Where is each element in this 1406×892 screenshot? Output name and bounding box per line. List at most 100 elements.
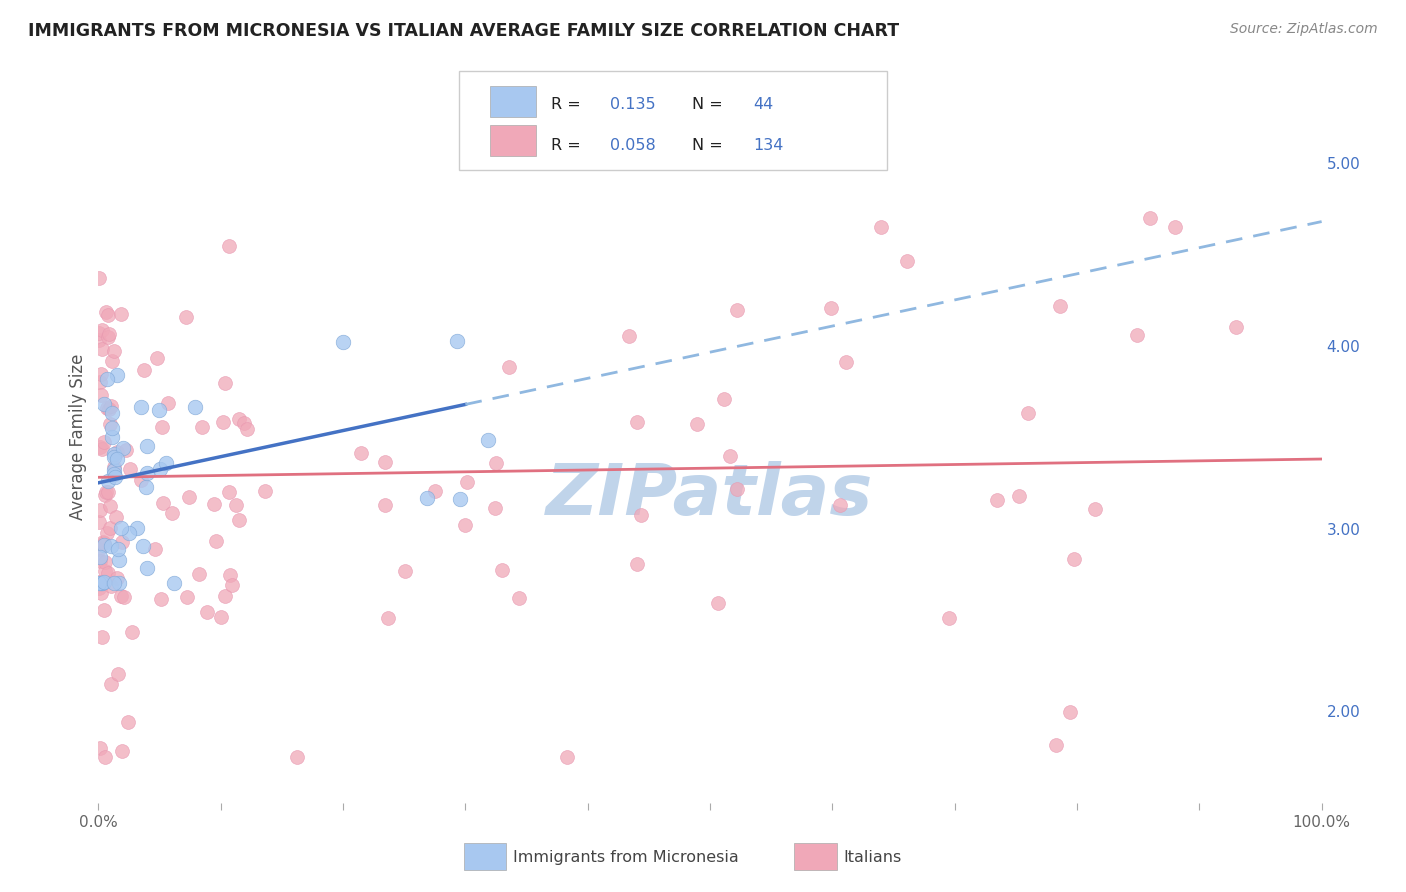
Point (93, 564, 115, 578)
Point (94, 305, 117, 319)
Point (97, 401, 120, 416)
Point (90, 367, 112, 381)
Point (1126, 328, 1149, 343)
Text: IMMIGRANTS FROM MICRONESIA VS ITALIAN AVERAGE FAMILY SIZE CORRELATION CHART: IMMIGRANTS FROM MICRONESIA VS ITALIAN AV… (28, 22, 900, 40)
Point (205, 533, 228, 548)
Point (97, 566, 120, 580)
Point (211, 415, 233, 429)
Point (332, 334, 354, 349)
Point (129, 400, 152, 414)
Point (377, 610, 399, 624)
Point (986, 493, 1008, 508)
Point (127, 521, 149, 535)
Point (96, 372, 118, 386)
Point (90, 631, 112, 645)
Point (1045, 738, 1067, 752)
Point (870, 219, 893, 234)
Point (93, 538, 115, 552)
Point (374, 455, 396, 469)
Point (136, 466, 159, 480)
Point (626, 557, 648, 571)
Point (100, 399, 122, 413)
Point (896, 254, 918, 268)
Point (191, 420, 214, 434)
Point (94, 487, 117, 501)
Point (101, 406, 124, 420)
Point (1049, 299, 1071, 313)
Point (100, 677, 122, 691)
Point (89, 503, 111, 517)
Point (485, 456, 508, 470)
Point (219, 568, 242, 582)
Point (197, 605, 219, 619)
Point (477, 433, 499, 447)
Point (149, 462, 172, 476)
Point (101, 354, 124, 368)
Point (87, 333, 110, 347)
Text: R =: R = (551, 97, 586, 112)
Point (218, 485, 240, 500)
Point (491, 563, 513, 577)
Point (150, 420, 173, 434)
Text: 0.135: 0.135 (610, 97, 655, 112)
Point (87, 326, 110, 341)
Point (107, 576, 129, 591)
Point (87, 271, 110, 285)
Point (90, 586, 112, 600)
Point (152, 496, 174, 510)
Point (103, 344, 125, 359)
Point (214, 376, 236, 391)
Point (228, 512, 250, 526)
Point (90, 576, 112, 591)
Point (830, 498, 852, 512)
Point (87, 575, 110, 590)
Point (1084, 502, 1107, 516)
Point (112, 590, 135, 604)
Point (111, 744, 134, 758)
Point (394, 564, 416, 578)
Point (202, 497, 225, 511)
Point (89, 515, 111, 529)
Point (103, 459, 125, 474)
Point (115, 442, 138, 457)
Point (214, 589, 236, 603)
Point (98, 520, 121, 534)
Text: Source: ZipAtlas.com: Source: ZipAtlas.com (1230, 22, 1378, 37)
Text: 44: 44 (752, 97, 773, 112)
Point (111, 535, 134, 549)
Point (107, 552, 129, 566)
Point (449, 491, 471, 506)
Text: R =: R = (551, 137, 586, 153)
Point (228, 412, 250, 426)
Point (686, 417, 709, 432)
Point (425, 483, 447, 498)
Point (454, 518, 477, 533)
Point (107, 571, 129, 585)
Text: Italians: Italians (844, 850, 901, 864)
Point (103, 576, 125, 591)
Point (136, 561, 159, 575)
Point (104, 509, 127, 524)
Point (89, 740, 111, 755)
Point (90, 576, 112, 591)
Text: Immigrants from Micronesia: Immigrants from Micronesia (513, 850, 740, 864)
Point (1008, 489, 1031, 503)
Point (110, 589, 132, 603)
Point (87, 576, 110, 591)
Point (89, 581, 111, 595)
Point (1164, 219, 1187, 234)
Point (820, 301, 842, 315)
Point (118, 462, 141, 476)
Point (626, 415, 648, 429)
Point (107, 667, 129, 681)
Point (706, 596, 728, 610)
Point (456, 475, 478, 490)
Point (136, 439, 159, 453)
Point (149, 591, 172, 606)
Text: ZIPatlas: ZIPatlas (547, 461, 873, 530)
Point (1017, 406, 1039, 420)
Point (236, 422, 259, 436)
Point (162, 576, 184, 591)
Point (555, 750, 578, 764)
Point (508, 591, 530, 606)
